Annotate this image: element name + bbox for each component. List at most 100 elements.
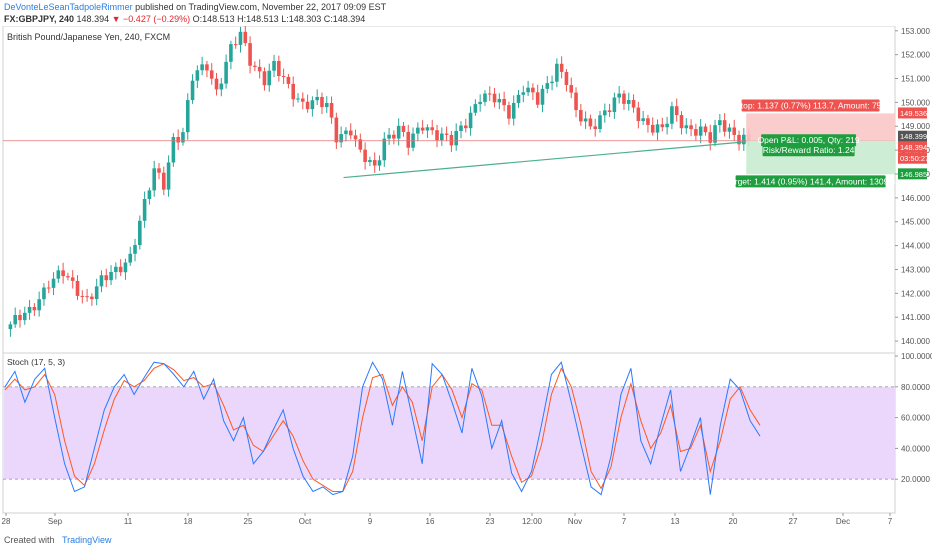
candle-body bbox=[674, 106, 679, 116]
author-link[interactable]: DeVonteLeSeanTadpoleRimmer bbox=[4, 2, 133, 12]
candle-body bbox=[382, 138, 387, 161]
candle-body bbox=[507, 105, 511, 119]
candle-body bbox=[703, 126, 708, 133]
candle-body bbox=[296, 98, 300, 100]
candle-body bbox=[291, 83, 296, 100]
time-tick-label: 12:00 bbox=[522, 517, 543, 526]
candle-body bbox=[650, 124, 655, 133]
candle-body bbox=[344, 130, 348, 135]
candle-body bbox=[286, 76, 291, 84]
candle-body bbox=[478, 101, 482, 105]
time-tick-label: 9 bbox=[368, 517, 373, 526]
candle-body bbox=[713, 125, 717, 143]
candle-body bbox=[200, 64, 204, 71]
candle-body bbox=[473, 104, 478, 113]
candle-body bbox=[363, 149, 367, 163]
stop-price-tag-text: 149.536 bbox=[900, 109, 927, 118]
price-tick-label: 153.000 bbox=[901, 27, 930, 36]
candle-body bbox=[483, 93, 487, 102]
candle-body bbox=[348, 130, 353, 136]
candle-body bbox=[353, 135, 358, 140]
stop-label-text: Stop: 1.137 (0.77%) 113.7, Amount: 751 bbox=[735, 100, 886, 110]
candle-body bbox=[727, 127, 732, 132]
candle-body bbox=[722, 120, 727, 132]
stoch-pane[interactable]: Stoch (17, 5, 3) 20.0000 40.0000 60.0000 80… bbox=[2, 352, 932, 514]
candle-body bbox=[545, 83, 550, 89]
candle-body bbox=[104, 275, 109, 281]
candle-body bbox=[157, 168, 161, 173]
tradingview-link[interactable]: TradingView bbox=[62, 535, 112, 545]
candle-body bbox=[42, 287, 46, 300]
candle-body bbox=[315, 96, 319, 101]
candle-body bbox=[579, 110, 583, 122]
candle-body bbox=[435, 130, 439, 141]
candle-body bbox=[243, 31, 248, 44]
candle-body bbox=[416, 127, 420, 134]
candle-body bbox=[636, 107, 641, 122]
price-tick-label: 144.000 bbox=[901, 242, 930, 251]
down-arrow-icon: ▼ bbox=[111, 14, 121, 24]
stoch-tick-label: 40.0000 bbox=[901, 444, 930, 453]
rr-label: Risk/Reward Ratio: 1.24 bbox=[762, 144, 855, 157]
candle-body bbox=[646, 118, 650, 125]
trendline bbox=[343, 141, 747, 179]
candle-body bbox=[277, 60, 281, 77]
candle-body bbox=[718, 120, 722, 126]
candle-body bbox=[176, 136, 180, 143]
candle-body bbox=[61, 270, 65, 277]
price-tick-label: 152.000 bbox=[901, 51, 930, 60]
stoch-tick-label: 60.0000 bbox=[901, 414, 930, 423]
candle-body bbox=[147, 190, 152, 199]
candle-body bbox=[660, 124, 665, 128]
candle-body bbox=[75, 280, 80, 296]
candle-body bbox=[550, 81, 554, 84]
price-tick-label: 149.000 bbox=[901, 122, 930, 131]
price-pane[interactable]: British Pound/Japanese Yen, 240, FXCM 14… bbox=[2, 26, 930, 354]
candle-body bbox=[689, 125, 693, 130]
candle-body bbox=[18, 314, 22, 321]
candle-body bbox=[56, 270, 61, 279]
target-price-tag-text: 146.985 bbox=[900, 170, 927, 179]
candle-body bbox=[109, 271, 113, 281]
time-tick-label: Oct bbox=[299, 517, 312, 526]
candle-body bbox=[574, 92, 578, 111]
candle-body bbox=[670, 106, 674, 124]
candle-body bbox=[535, 92, 540, 105]
time-tick-label: Dec bbox=[836, 517, 850, 526]
publish-info: published on TradingView.com, November 2… bbox=[135, 2, 387, 12]
position-tool[interactable]: Stop: 1.137 (0.77%) 113.7, Amount: 751 Ta… bbox=[3, 99, 929, 188]
candle-body bbox=[205, 64, 209, 71]
price-tick-label: 141.000 bbox=[901, 313, 930, 322]
stoch-pane-title: Stoch (17, 5, 3) bbox=[7, 357, 65, 367]
price-tag: 148.399 bbox=[898, 130, 927, 142]
candle-body bbox=[80, 295, 85, 297]
price-tick-label: 145.000 bbox=[901, 218, 930, 227]
price-tag-text: 148.399 bbox=[900, 132, 927, 141]
candle-body bbox=[185, 100, 190, 133]
time-tick-label: 23 bbox=[486, 517, 495, 526]
countdown-tag-text: 03:50:27 bbox=[900, 154, 929, 163]
candle-body bbox=[631, 100, 636, 108]
time-tick-label: 7 bbox=[622, 517, 627, 526]
target-price-tag: 146.985 bbox=[898, 168, 927, 180]
price-tick-label: 150.000 bbox=[901, 98, 930, 107]
candle-body bbox=[118, 266, 123, 273]
candle-body bbox=[13, 314, 17, 325]
candle-body bbox=[406, 131, 411, 148]
candle-body bbox=[46, 287, 51, 289]
candle-body bbox=[305, 101, 310, 110]
candle-body bbox=[559, 63, 564, 72]
footer: Created with TradingView bbox=[0, 532, 932, 550]
target-price-tag-bg bbox=[898, 168, 927, 180]
time-tick-label: 28 bbox=[2, 517, 11, 526]
candle-body bbox=[516, 94, 521, 103]
candle-body bbox=[190, 80, 195, 101]
stoch-band-fill bbox=[4, 386, 895, 480]
candle-body bbox=[334, 117, 339, 143]
candle-body bbox=[339, 134, 343, 143]
candle-body bbox=[301, 98, 305, 102]
time-tick-label: Sep bbox=[48, 517, 63, 526]
chart-canvas[interactable]: British Pound/Japanese Yen, 240, FXCM 14… bbox=[0, 26, 932, 532]
price-tick-label: 146.000 bbox=[901, 194, 930, 203]
candle-body bbox=[737, 134, 741, 145]
